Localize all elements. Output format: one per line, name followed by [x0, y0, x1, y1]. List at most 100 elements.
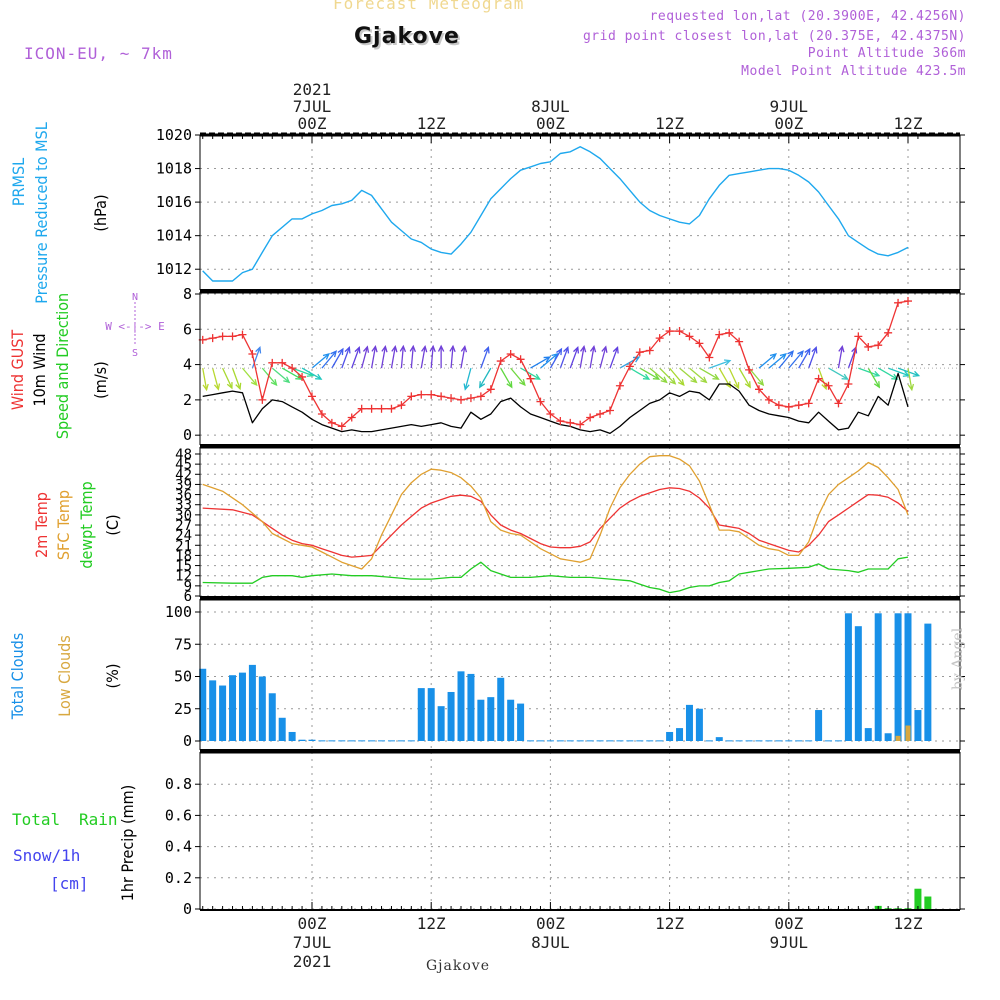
- y-tick-label: 33: [175, 498, 192, 514]
- wind-arrow-head: [700, 376, 708, 384]
- total-cloud-bar: [258, 676, 266, 741]
- total-cloud-bar: [874, 613, 882, 741]
- total-cloud-bar: [854, 626, 862, 741]
- wind-arrow: [409, 344, 416, 369]
- y-tick-label: 6: [183, 320, 192, 338]
- gust-marker: [576, 420, 585, 429]
- wind-arrow-shaft: [271, 367, 290, 383]
- total-cloud-bar: [775, 740, 783, 742]
- wind-speed-direction-label: Speed and Direction: [53, 293, 72, 439]
- total-cloud-bar: [238, 672, 246, 741]
- wind-arrow-head: [270, 378, 278, 387]
- wind-arrow: [728, 367, 740, 390]
- y-tick-label: 42: [175, 467, 192, 483]
- wind-arrow: [500, 367, 513, 389]
- wind-arrow-head: [533, 373, 541, 380]
- y-tick-label: 6: [184, 589, 192, 605]
- data-series: [198, 145, 960, 910]
- y-tick-label: 15: [175, 559, 192, 575]
- requested-coordinates: requested lon,lat (20.3900E, 42.4256N): [649, 9, 966, 24]
- total-cloud-bar: [705, 740, 713, 742]
- wind-arrow-shaft: [251, 347, 261, 369]
- pressure-desc-label: Pressure Reduced to MSL: [32, 122, 51, 303]
- gust-marker: [755, 385, 763, 394]
- wind-arrow-shaft: [778, 350, 794, 369]
- wind-arrow-shaft: [768, 353, 787, 369]
- wind-arrow: [420, 344, 428, 369]
- y-tick-label: 18: [175, 548, 192, 564]
- time-label-bottom: 00Z: [536, 914, 565, 933]
- wind-arrow-shaft: [837, 346, 843, 369]
- wind-arrow-shaft: [559, 347, 569, 369]
- wind-arrow-head: [669, 377, 677, 385]
- gust-marker: [387, 404, 396, 413]
- wind-arrow-head: [632, 356, 641, 363]
- wind-arrow-head: [652, 373, 661, 380]
- total-cloud-bar: [676, 728, 684, 741]
- gust-marker: [745, 365, 754, 374]
- time-label-top: 00Z: [536, 114, 565, 133]
- wind-arrow: [569, 346, 580, 369]
- wind-arrow-head: [787, 350, 794, 358]
- y-tick-label: 1020: [156, 126, 192, 144]
- low-cloud-bar: [905, 725, 911, 741]
- wind-arrow-head: [371, 344, 378, 353]
- wind-arrow-head: [330, 350, 338, 358]
- gust-marker: [685, 332, 694, 341]
- y-tick-label: 1016: [156, 193, 192, 211]
- total-cloud-bar: [229, 675, 237, 741]
- y-tick-label: 1012: [156, 260, 192, 278]
- total-cloud-bar: [298, 739, 306, 741]
- y-tick-label: 1018: [156, 160, 192, 178]
- wind-arrow: [301, 367, 323, 380]
- y-tick-label: 27: [175, 518, 192, 534]
- wind-arrow: [709, 359, 732, 369]
- gust-marker: [854, 332, 863, 341]
- wind-arrow: [399, 344, 407, 369]
- total-cloud-bar: [348, 740, 356, 742]
- wind-arrow-shaft: [599, 346, 607, 369]
- gust-marker: [546, 410, 555, 418]
- wind-arrow-shaft: [589, 346, 595, 369]
- wind-arrow: [748, 367, 765, 387]
- total-cloud-bar: [864, 728, 872, 741]
- total-cloud-bar: [695, 708, 703, 741]
- wind-arrow-head: [804, 347, 811, 356]
- total-cloud-bar: [219, 685, 227, 741]
- gust-marker: [894, 298, 903, 307]
- wind-arrow-shaft: [649, 367, 668, 383]
- wind-arrow-shaft: [231, 367, 241, 390]
- total-cloud-bar: [387, 740, 395, 742]
- gust-marker: [655, 334, 664, 343]
- total-cloud-bar: [328, 740, 336, 742]
- wind-arrow-head: [642, 373, 651, 380]
- wind-arrow: [579, 344, 587, 369]
- time-label-bottom: 12Z: [417, 914, 446, 933]
- gust-marker: [566, 418, 575, 427]
- total-cloud-bar: [338, 740, 346, 742]
- wind-arrow: [341, 346, 351, 369]
- wind-arrow: [241, 367, 258, 387]
- prmsl-label: PRMSL: [9, 158, 28, 206]
- wind-arrow-head: [757, 378, 765, 387]
- sfc-temp-label: SFC Temp: [54, 490, 73, 560]
- wind-arrow-head: [660, 376, 668, 384]
- gust-marker: [904, 297, 912, 306]
- precip-snow-unit-label: [cm]: [50, 874, 89, 893]
- wind-arrow: [311, 353, 330, 369]
- wind-arrow: [370, 344, 378, 369]
- gust-marker: [437, 392, 446, 401]
- wind-arrow-head: [315, 373, 323, 380]
- wind-arrow-shaft: [659, 367, 676, 385]
- wind-arrow-head: [907, 383, 915, 392]
- total-cloud-bar: [834, 740, 842, 742]
- wind-arrow-head: [744, 381, 751, 389]
- y-tick-label: 25: [174, 700, 192, 718]
- wind-arrow-shaft: [464, 367, 472, 390]
- wind-arrow: [361, 345, 370, 369]
- wind-arrow-shaft: [828, 367, 848, 380]
- temp-unit-label: (C): [103, 514, 122, 535]
- wind-arrow-head: [872, 370, 881, 377]
- wind-arrow-head: [838, 344, 845, 353]
- time-label-top: 12Z: [417, 114, 446, 133]
